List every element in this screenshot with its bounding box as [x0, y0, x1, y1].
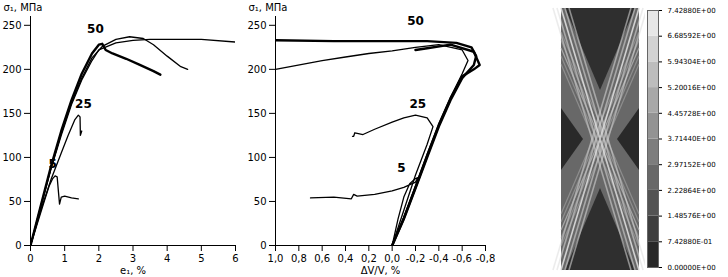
svg-text:-0,8: -0,8	[476, 253, 495, 264]
svg-text:6.68592E+00: 6.68592E+00	[668, 32, 716, 40]
svg-text:100: 100	[247, 152, 266, 163]
svg-text:σ₁, МПа: σ₁, МПа	[4, 2, 43, 13]
svg-text:25: 25	[75, 97, 92, 111]
svg-text:50: 50	[9, 196, 22, 207]
svg-text:5: 5	[49, 157, 57, 171]
svg-text:0.00000E+00: 0.00000E+00	[668, 264, 716, 272]
svg-text:25: 25	[409, 97, 426, 111]
svg-text:3: 3	[130, 253, 136, 264]
svg-text:100: 100	[2, 152, 21, 163]
svg-text:150: 150	[247, 108, 266, 119]
svg-text:50: 50	[407, 14, 424, 28]
svg-text:0: 0	[260, 240, 266, 251]
svg-text:250: 250	[2, 20, 21, 31]
svg-text:5.20016E+00: 5.20016E+00	[668, 84, 716, 92]
svg-text:7.42880E+00: 7.42880E+00	[668, 7, 716, 15]
svg-text:1.48576E+00: 1.48576E+00	[668, 212, 716, 220]
svg-text:e₁, %: e₁, %	[120, 265, 146, 276]
svg-text:2.97152E+00: 2.97152E+00	[668, 161, 716, 169]
svg-text:σ₁, МПа: σ₁, МПа	[249, 2, 288, 13]
svg-text:-0,6: -0,6	[452, 253, 472, 264]
svg-text:200: 200	[247, 64, 266, 75]
svg-text:1: 1	[61, 253, 67, 264]
svg-text:200: 200	[2, 64, 21, 75]
svg-text:7.42880E-01: 7.42880E-01	[668, 238, 713, 246]
svg-text:5: 5	[198, 253, 204, 264]
svg-text:0,6: 0,6	[314, 253, 330, 264]
svg-text:0: 0	[27, 253, 33, 264]
svg-text:2.22864E+00: 2.22864E+00	[668, 187, 716, 195]
svg-text:ΔV/V, %: ΔV/V, %	[361, 265, 401, 276]
svg-text:0,2: 0,2	[361, 253, 377, 264]
svg-text:3.71440E+00: 3.71440E+00	[668, 135, 716, 143]
svg-text:5.94304E+00: 5.94304E+00	[668, 58, 716, 66]
svg-text:0,0: 0,0	[384, 253, 400, 264]
svg-text:-0,2: -0,2	[406, 253, 426, 264]
svg-text:2: 2	[96, 253, 102, 264]
svg-text:150: 150	[2, 108, 21, 119]
svg-text:250: 250	[247, 20, 266, 31]
svg-text:50: 50	[87, 22, 104, 36]
svg-text:1,0: 1,0	[268, 253, 284, 264]
svg-text:0: 0	[15, 240, 21, 251]
svg-text:6: 6	[232, 253, 238, 264]
svg-text:4.45728E+00: 4.45728E+00	[668, 110, 716, 118]
svg-text:5: 5	[397, 161, 405, 175]
svg-text:4: 4	[164, 253, 170, 264]
svg-text:-0,4: -0,4	[429, 253, 449, 264]
svg-text:0,4: 0,4	[338, 253, 354, 264]
svg-text:0,8: 0,8	[291, 253, 307, 264]
svg-text:50: 50	[254, 196, 267, 207]
